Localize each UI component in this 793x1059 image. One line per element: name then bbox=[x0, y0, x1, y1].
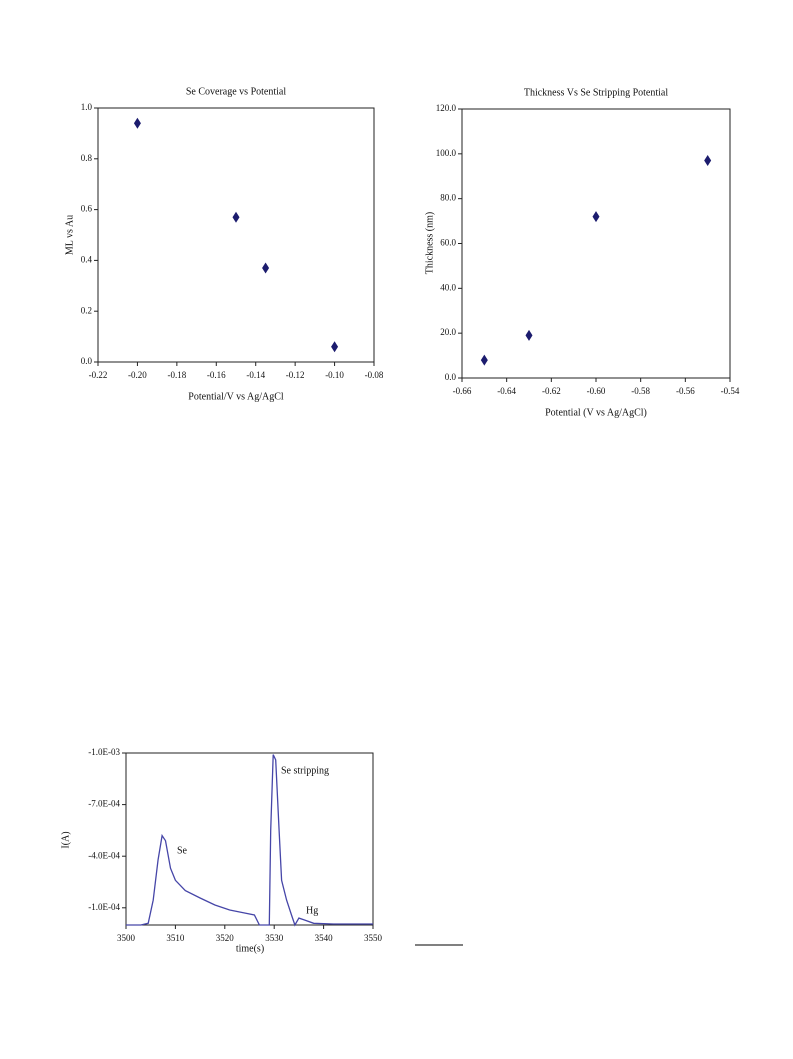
x-tick-label: -0.56 bbox=[676, 386, 695, 396]
x-tick-label: 3550 bbox=[364, 933, 383, 943]
y-tick-label: 0.0 bbox=[81, 356, 93, 366]
chart-title: Thickness Vs Se Stripping Potential bbox=[524, 87, 668, 98]
point bbox=[480, 354, 488, 366]
x-tick-label: 3500 bbox=[117, 933, 136, 943]
chart-title: Se Coverage vs Potential bbox=[186, 86, 286, 97]
x-tick-label: -0.18 bbox=[167, 370, 186, 380]
x-tick-label: -0.54 bbox=[721, 386, 740, 396]
y-axis-label: I(A) bbox=[60, 831, 71, 848]
x-tick-label: -0.08 bbox=[365, 370, 384, 380]
point bbox=[262, 262, 270, 274]
annotation: Se bbox=[177, 845, 188, 856]
annotation: Hg bbox=[306, 905, 318, 916]
plot-frame bbox=[125, 752, 374, 926]
x-tick-label: 3530 bbox=[265, 933, 284, 943]
y-tick-label: 0.6 bbox=[81, 204, 93, 214]
y-tick-label: 40.0 bbox=[440, 282, 456, 292]
x-tick-label: 3510 bbox=[166, 933, 185, 943]
plot-frame bbox=[461, 108, 731, 379]
y-tick-label: -1.0E-03 bbox=[88, 747, 120, 757]
y-tick-label: 120.0 bbox=[436, 103, 457, 113]
x-tick-label: -0.66 bbox=[453, 386, 472, 396]
y-tick-label: 100.0 bbox=[436, 148, 457, 158]
y-tick-label: -7.0E-04 bbox=[88, 799, 120, 809]
x-axis-label: Potential/V vs Ag/AgCl bbox=[188, 391, 284, 402]
x-tick-label: -0.64 bbox=[497, 386, 516, 396]
point bbox=[704, 155, 712, 167]
y-axis-label: ML vs Au bbox=[64, 215, 75, 255]
y-tick-label: 80.0 bbox=[440, 193, 456, 203]
annotation: Se stripping bbox=[281, 765, 329, 776]
y-tick-label: 60.0 bbox=[440, 238, 456, 248]
point bbox=[525, 329, 533, 341]
x-axis-label: Potential (V vs Ag/AgCl) bbox=[545, 407, 647, 418]
x-axis-label: time(s) bbox=[236, 943, 264, 954]
y-tick-label: -4.0E-04 bbox=[88, 850, 120, 860]
point bbox=[232, 211, 240, 223]
x-tick-label: -0.20 bbox=[128, 370, 147, 380]
line bbox=[126, 754, 373, 927]
x-tick-label: -0.16 bbox=[207, 370, 226, 380]
x-tick-label: -0.22 bbox=[89, 370, 108, 380]
x-tick-label: -0.14 bbox=[246, 370, 265, 380]
x-tick-label: -0.10 bbox=[325, 370, 344, 380]
x-tick-label: 3520 bbox=[216, 933, 235, 943]
point bbox=[133, 117, 141, 129]
y-tick-label: 0.4 bbox=[81, 254, 93, 264]
point bbox=[331, 341, 339, 353]
x-tick-label: 3540 bbox=[315, 933, 334, 943]
y-tick-label: -1.0E-04 bbox=[88, 902, 120, 912]
y-tick-label: 20.0 bbox=[440, 327, 456, 337]
y-axis-label: Thickness (nm) bbox=[424, 212, 435, 275]
y-tick-label: 0.0 bbox=[445, 372, 457, 382]
y-tick-label: 1.0 bbox=[81, 102, 93, 112]
y-tick-label: 0.8 bbox=[81, 153, 93, 163]
x-tick-label: -0.12 bbox=[286, 370, 305, 380]
x-tick-label: -0.62 bbox=[542, 386, 561, 396]
plot-frame bbox=[97, 107, 375, 363]
y-tick-label: 0.2 bbox=[81, 305, 92, 315]
x-tick-label: -0.60 bbox=[587, 386, 606, 396]
point bbox=[592, 211, 600, 223]
x-tick-label: -0.58 bbox=[631, 386, 650, 396]
